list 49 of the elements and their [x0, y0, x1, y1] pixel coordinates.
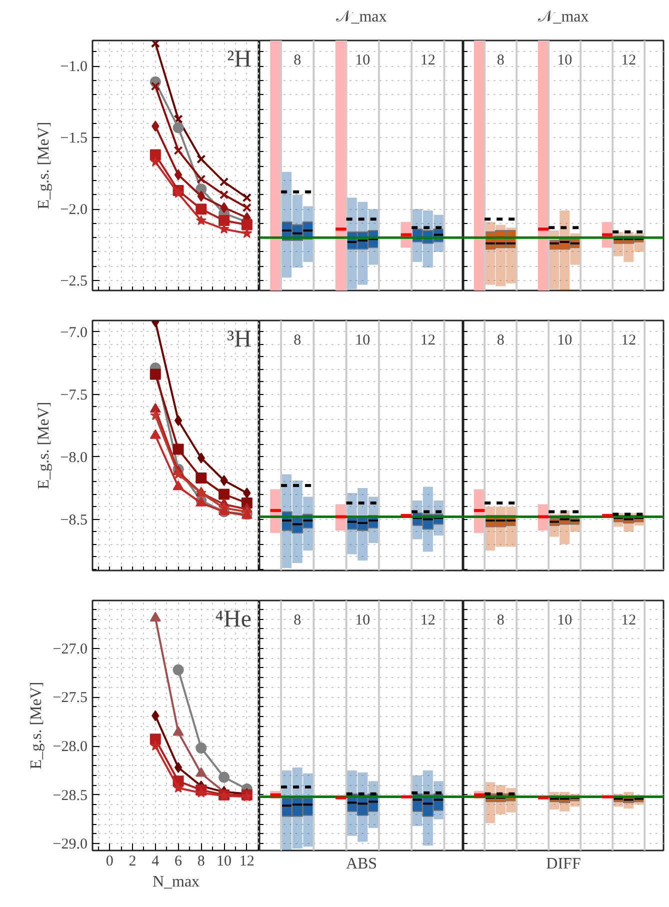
x-tick-label: 8 — [496, 52, 504, 68]
x-tick-label: 10 — [355, 612, 370, 628]
y-tick-label: −27.0 — [52, 641, 88, 658]
y-tick-label: −29.0 — [52, 836, 88, 853]
x-tick-label: 10 — [355, 52, 370, 68]
x-tick-label: 0 — [106, 854, 114, 870]
annotation: ³H — [226, 326, 252, 352]
y-tick-label: −28.0 — [52, 739, 88, 756]
x-tick-label: 12 — [420, 52, 436, 68]
y-tick-label: −7.5 — [60, 387, 88, 404]
x-tick-label: 8 — [197, 854, 205, 870]
annotation: ⁴He — [215, 606, 252, 632]
x-axis-title: 𝒩_max — [336, 8, 387, 26]
x-tick-label: 12 — [621, 52, 636, 68]
x-tick-label: 12 — [420, 332, 436, 348]
annotation: ²H — [226, 46, 252, 72]
y-tick-label: −1.5 — [60, 130, 88, 147]
x-tick-label: 10 — [557, 612, 572, 628]
x-tick-label: 2 — [128, 854, 136, 870]
x-tick-label: 10 — [216, 854, 232, 870]
y-axis-title: E_g.s. [MeV] — [35, 402, 52, 490]
x-axis-title: N_max — [152, 874, 200, 890]
x-tick-label: 6 — [174, 854, 183, 870]
y-tick-label: −7.0 — [60, 324, 88, 341]
x-tick-label: 10 — [355, 332, 370, 348]
x-tick-label: 12 — [621, 612, 636, 628]
x-axis-title: 𝒩_max — [538, 8, 589, 26]
x-tick-label: 8 — [294, 612, 302, 628]
x-tick-label: 4 — [152, 854, 160, 870]
x-tick-label: 10 — [557, 332, 572, 348]
x-tick-label: 8 — [496, 612, 504, 628]
x-tick-label: 8 — [294, 52, 302, 68]
y-tick-label: −2.0 — [60, 202, 88, 218]
y-axis-title: E_g.s. [MeV] — [28, 682, 45, 770]
y-tick-label: −8.5 — [60, 512, 88, 528]
x-tick-label: 12 — [239, 854, 254, 870]
y-tick-label: −8.0 — [60, 450, 88, 466]
text: ABS — [346, 856, 378, 872]
x-tick-label: 8 — [496, 332, 504, 348]
y-tick-label: −27.5 — [52, 690, 88, 706]
x-tick-label: 10 — [557, 52, 572, 68]
y-tick-label: −28.5 — [52, 788, 88, 804]
y-axis-title: E_g.s. [MeV] — [35, 122, 52, 210]
y-tick-label: −2.5 — [60, 274, 88, 290]
x-tick-label: 12 — [621, 332, 636, 348]
x-tick-label: 12 — [420, 612, 436, 628]
text: DIFF — [546, 856, 581, 872]
y-tick-label: −1.0 — [60, 59, 88, 76]
x-tick-label: 8 — [294, 332, 302, 348]
